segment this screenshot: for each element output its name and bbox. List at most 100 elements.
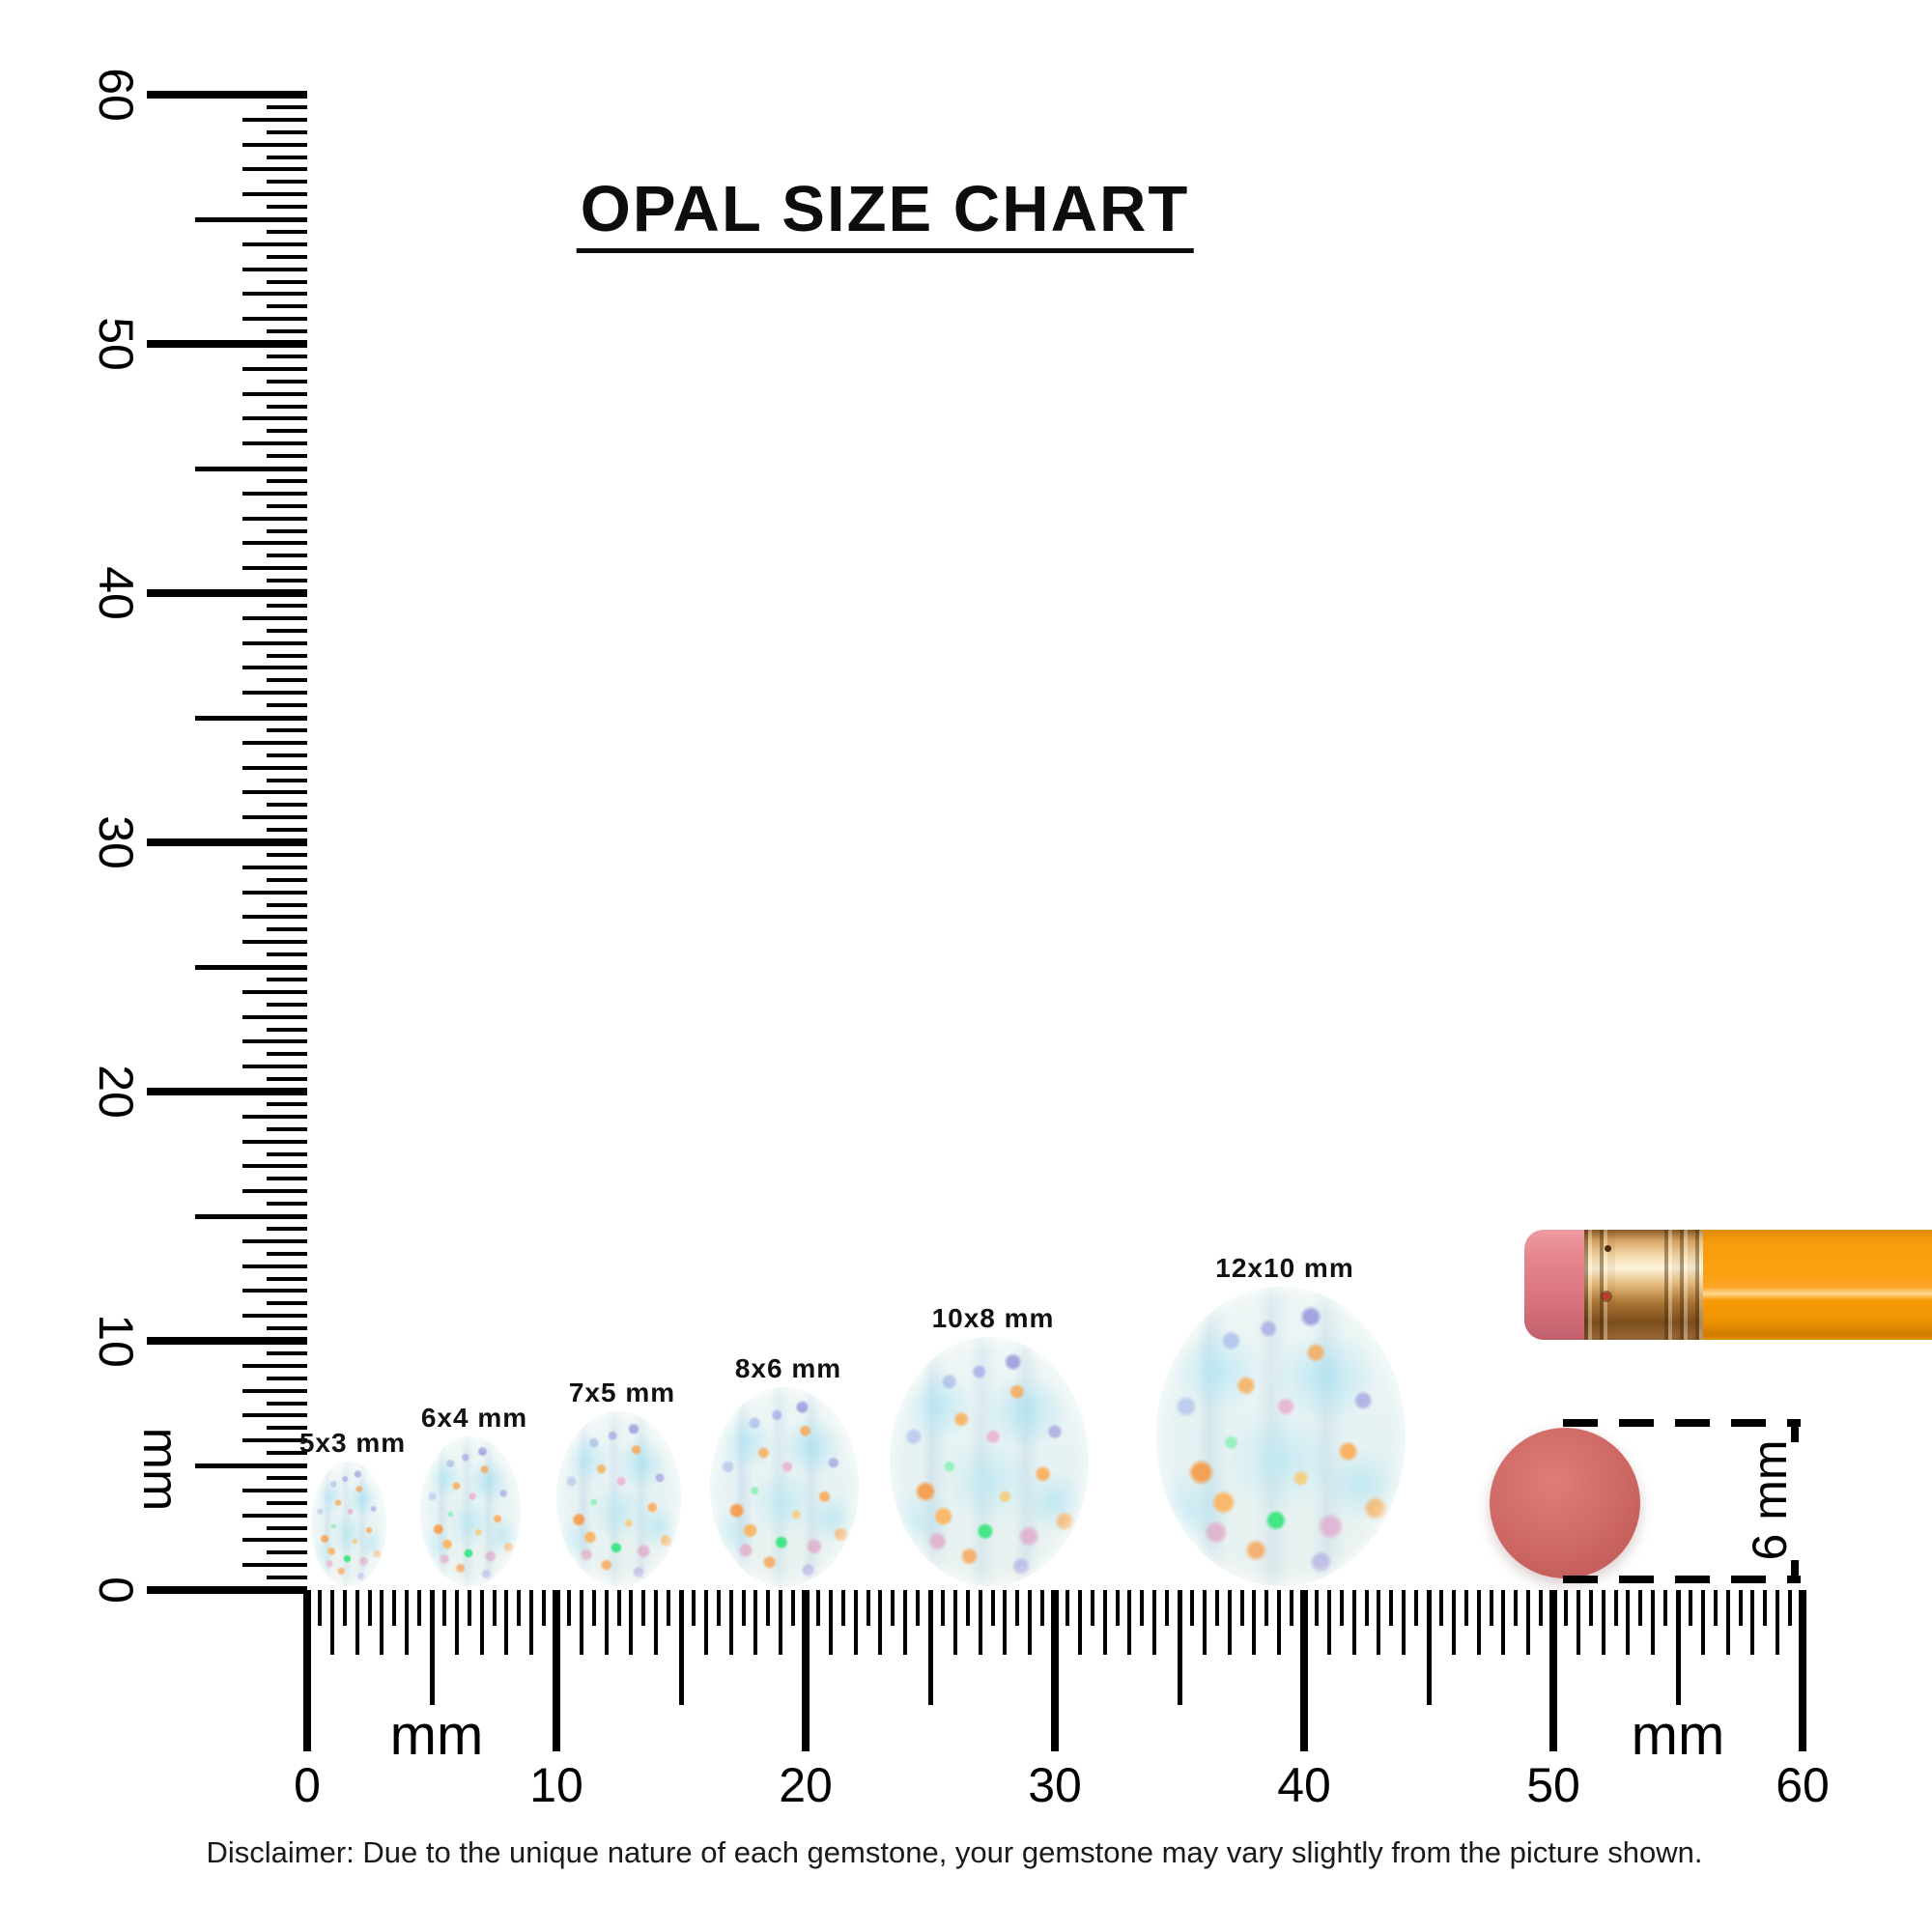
- h-ruler-tick-one: [355, 1590, 359, 1655]
- v-ruler-tick-half: [267, 579, 307, 583]
- v-ruler-tick-half: [267, 229, 307, 234]
- h-ruler-tick-half: [392, 1590, 397, 1626]
- v-ruler-tick-major: [147, 838, 307, 846]
- v-ruler-number: 10: [89, 1314, 143, 1368]
- h-ruler-tick-half: [467, 1590, 471, 1626]
- h-ruler-tick-one: [753, 1590, 758, 1655]
- v-ruler-tick-one: [242, 1388, 307, 1393]
- v-ruler-tick-half: [267, 1451, 307, 1456]
- v-ruler-tick-one: [242, 740, 307, 745]
- h-ruler-tick-half: [891, 1590, 895, 1626]
- h-ruler-tick-one: [1227, 1590, 1232, 1655]
- h-ruler-tick-half: [1389, 1590, 1394, 1626]
- v-ruler-tick-one: [242, 242, 307, 246]
- h-ruler-tick-one: [1351, 1590, 1356, 1655]
- h-ruler-tick-one: [1102, 1590, 1107, 1655]
- h-ruler-tick-one: [1277, 1590, 1282, 1655]
- h-ruler-tick-one: [604, 1590, 609, 1655]
- h-ruler-tick-one: [1576, 1590, 1580, 1655]
- horizontal-ruler-unit-label-right: mm: [1631, 1704, 1725, 1767]
- h-ruler-tick-one: [629, 1590, 634, 1655]
- v-ruler-tick-half: [267, 1550, 307, 1555]
- h-ruler-tick-half: [1189, 1590, 1194, 1626]
- opal-size-label: 5x3 mm: [298, 1428, 407, 1458]
- h-ruler-tick-half: [1613, 1590, 1618, 1626]
- h-ruler-tick-five: [1675, 1590, 1681, 1705]
- v-ruler-tick-five: [195, 1463, 307, 1468]
- v-ruler-tick-half: [267, 1376, 307, 1380]
- h-ruler-tick-major: [1300, 1590, 1308, 1751]
- h-ruler-tick-half: [1588, 1590, 1593, 1626]
- v-ruler-tick-half: [267, 1052, 307, 1057]
- h-ruler-number: 20: [779, 1758, 833, 1812]
- v-ruler-tick-half: [267, 1126, 307, 1131]
- h-ruler-tick-one: [1651, 1590, 1656, 1655]
- h-ruler-tick-one: [1776, 1590, 1780, 1655]
- opal-3x5: [311, 1462, 386, 1586]
- v-ruler-tick-half: [267, 1475, 307, 1480]
- h-ruler-number: 10: [529, 1758, 583, 1812]
- v-ruler-tick-one: [242, 1039, 307, 1044]
- horizontal-ruler-unit-label-left: mm: [389, 1704, 484, 1767]
- v-ruler-tick-one: [242, 441, 307, 446]
- v-ruler-tick-one: [242, 391, 307, 396]
- h-ruler-tick-half: [741, 1590, 746, 1626]
- h-ruler-tick-half: [766, 1590, 771, 1626]
- h-ruler-tick-one: [1526, 1590, 1531, 1655]
- h-ruler-tick-half: [1090, 1590, 1094, 1626]
- v-ruler-tick-half: [267, 1426, 307, 1431]
- v-ruler-tick-one: [242, 142, 307, 147]
- v-ruler-tick-half: [267, 977, 307, 981]
- h-ruler-tick-half: [317, 1590, 322, 1626]
- h-ruler-tick-one: [1402, 1590, 1406, 1655]
- v-ruler-number: 0: [89, 1577, 143, 1604]
- h-ruler-tick-half: [591, 1590, 596, 1626]
- v-ruler-tick-five: [195, 964, 307, 970]
- h-ruler-tick-half: [1314, 1590, 1319, 1626]
- h-ruler-number: 60: [1776, 1758, 1830, 1812]
- h-ruler-tick-half: [716, 1590, 721, 1626]
- v-ruler-number: 20: [89, 1065, 143, 1119]
- h-ruler-tick-one: [779, 1590, 783, 1655]
- v-ruler-tick-half: [267, 1576, 307, 1580]
- h-ruler-tick-half: [1763, 1590, 1768, 1626]
- h-ruler-tick-major: [1799, 1590, 1806, 1751]
- opal-4x6: [420, 1436, 521, 1586]
- h-ruler-tick-one: [728, 1590, 733, 1655]
- v-ruler-tick-five: [195, 1213, 307, 1219]
- opal-6x8: [709, 1386, 860, 1586]
- disclaimer-text: Disclaimer: Due to the unique nature of …: [206, 1835, 1703, 1869]
- h-ruler-tick-one: [1501, 1590, 1506, 1655]
- v-ruler-tick-one: [242, 790, 307, 795]
- h-ruler-tick-half: [1040, 1590, 1045, 1626]
- v-ruler-tick-half: [267, 528, 307, 533]
- v-ruler-tick-half: [267, 927, 307, 932]
- ferrule-rivet-red: [1603, 1293, 1610, 1300]
- v-ruler-tick-one: [242, 1139, 307, 1144]
- v-ruler-tick-half: [267, 678, 307, 683]
- v-ruler-tick-half: [267, 653, 307, 658]
- h-ruler-tick-half: [616, 1590, 621, 1626]
- v-ruler-tick-one: [242, 765, 307, 770]
- h-ruler-tick-one: [1127, 1590, 1132, 1655]
- h-ruler-tick-one: [504, 1590, 509, 1655]
- ferrule-crimp-right: [1664, 1230, 1703, 1340]
- h-ruler-tick-one: [828, 1590, 833, 1655]
- opal-size-label: 12x10 mm: [1215, 1253, 1354, 1284]
- dash-corner-nub: [1791, 1560, 1799, 1576]
- v-ruler-tick-half: [267, 1525, 307, 1530]
- v-ruler-tick-one: [242, 566, 307, 571]
- v-ruler-tick-half: [267, 404, 307, 409]
- h-ruler-tick-half: [492, 1590, 497, 1626]
- h-ruler-tick-half: [1638, 1590, 1643, 1626]
- v-ruler-tick-one: [242, 691, 307, 696]
- h-ruler-tick-one: [1725, 1590, 1730, 1655]
- v-ruler-tick-one: [242, 640, 307, 645]
- v-ruler-tick-half: [267, 778, 307, 782]
- v-ruler-tick-one: [242, 1189, 307, 1194]
- opal-8x10: [889, 1337, 1090, 1586]
- h-ruler-tick-one: [1077, 1590, 1082, 1655]
- v-ruler-tick-major: [147, 91, 307, 99]
- h-ruler-tick-major: [802, 1590, 810, 1751]
- v-ruler-tick-one: [242, 192, 307, 197]
